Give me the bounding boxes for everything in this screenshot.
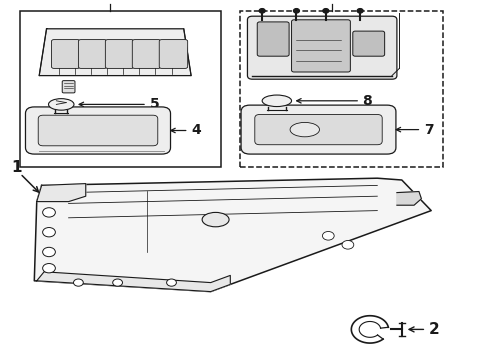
- FancyBboxPatch shape: [51, 40, 80, 68]
- FancyBboxPatch shape: [38, 115, 158, 146]
- Circle shape: [342, 240, 354, 249]
- Circle shape: [323, 9, 329, 13]
- Text: 8: 8: [363, 94, 372, 108]
- FancyBboxPatch shape: [292, 20, 350, 72]
- FancyBboxPatch shape: [159, 40, 188, 68]
- Circle shape: [43, 247, 55, 257]
- Polygon shape: [39, 29, 191, 76]
- Circle shape: [322, 231, 334, 240]
- FancyBboxPatch shape: [257, 22, 289, 56]
- Polygon shape: [397, 192, 421, 205]
- Circle shape: [259, 9, 265, 13]
- FancyBboxPatch shape: [255, 114, 382, 145]
- Polygon shape: [37, 272, 230, 292]
- FancyBboxPatch shape: [247, 16, 397, 79]
- Bar: [20, 11, 220, 167]
- FancyBboxPatch shape: [132, 40, 161, 68]
- Text: 3: 3: [105, 0, 115, 3]
- Circle shape: [167, 279, 176, 286]
- Text: 5: 5: [149, 98, 159, 111]
- Ellipse shape: [262, 95, 292, 107]
- Polygon shape: [37, 184, 86, 202]
- FancyBboxPatch shape: [78, 40, 107, 68]
- Text: 4: 4: [191, 123, 201, 138]
- FancyBboxPatch shape: [62, 81, 75, 93]
- Circle shape: [43, 264, 55, 273]
- Text: 2: 2: [429, 322, 440, 337]
- Circle shape: [357, 9, 363, 13]
- Text: 1: 1: [11, 160, 22, 175]
- Circle shape: [43, 208, 55, 217]
- Ellipse shape: [290, 122, 319, 137]
- Bar: [240, 11, 443, 167]
- FancyBboxPatch shape: [353, 31, 385, 56]
- FancyBboxPatch shape: [25, 107, 171, 154]
- Circle shape: [74, 279, 83, 286]
- Ellipse shape: [202, 212, 229, 227]
- FancyBboxPatch shape: [241, 105, 396, 154]
- Text: 6: 6: [326, 0, 337, 3]
- FancyBboxPatch shape: [105, 40, 134, 68]
- Ellipse shape: [49, 99, 74, 110]
- Text: 7: 7: [424, 123, 434, 136]
- Circle shape: [113, 279, 122, 286]
- Polygon shape: [34, 178, 431, 292]
- Circle shape: [43, 228, 55, 237]
- Circle shape: [294, 9, 299, 13]
